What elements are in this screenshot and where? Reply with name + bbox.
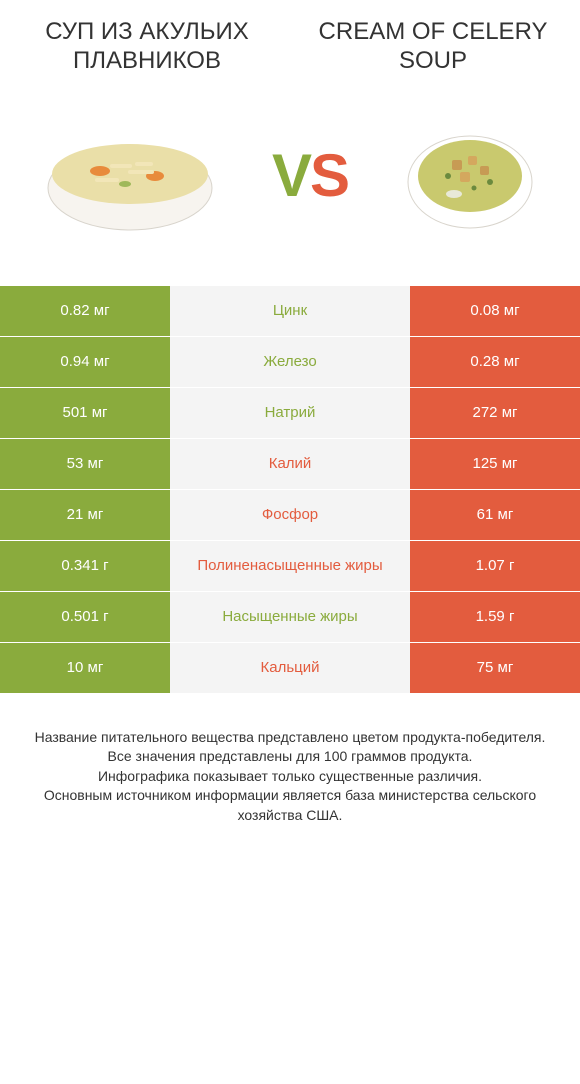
nutrient-label: Полиненасыщенные жиры xyxy=(170,541,410,591)
right-value: 75 мг xyxy=(410,643,580,693)
nutrient-label: Железо xyxy=(170,337,410,387)
table-row: 21 мгФосфор61 мг xyxy=(0,490,580,540)
footer-line-1: Название питательного вещества представл… xyxy=(20,728,560,748)
left-value: 501 мг xyxy=(0,388,170,438)
table-row: 0.501 гНасыщенные жиры1.59 г xyxy=(0,592,580,642)
nutrient-label: Калий xyxy=(170,439,410,489)
left-product-title: СУП ИЗ АКУЛЬИХ ПЛАВНИКОВ xyxy=(30,18,264,76)
nutrient-label: Цинк xyxy=(170,286,410,336)
table-row: 10 мгКальций75 мг xyxy=(0,643,580,693)
right-value: 125 мг xyxy=(410,439,580,489)
left-value: 0.341 г xyxy=(0,541,170,591)
right-value: 0.28 мг xyxy=(410,337,580,387)
vs-label: VS xyxy=(272,141,348,210)
left-value: 0.82 мг xyxy=(0,286,170,336)
left-value: 0.501 г xyxy=(0,592,170,642)
left-value: 0.94 мг xyxy=(0,337,170,387)
left-value: 10 мг xyxy=(0,643,170,693)
left-product-image xyxy=(40,116,220,236)
right-value: 61 мг xyxy=(410,490,580,540)
left-value: 21 мг xyxy=(0,490,170,540)
nutrient-label: Насыщенные жиры xyxy=(170,592,410,642)
nutrient-label: Натрий xyxy=(170,388,410,438)
right-value: 1.59 г xyxy=(410,592,580,642)
vs-s: S xyxy=(310,142,348,209)
table-row: 0.94 мгЖелезо0.28 мг xyxy=(0,337,580,387)
footer-line-2: Все значения представлены для 100 граммо… xyxy=(20,747,560,767)
table-row: 0.82 мгЦинк0.08 мг xyxy=(0,286,580,336)
nutrient-label: Кальций xyxy=(170,643,410,693)
table-row: 53 мгКалий125 мг xyxy=(0,439,580,489)
footer-line-3: Инфографика показывает только существенн… xyxy=(20,767,560,787)
footer-line-4: Основным источником информации является … xyxy=(20,786,560,825)
right-value: 272 мг xyxy=(410,388,580,438)
right-product-title: CREAM OF CELERY SOUP xyxy=(316,18,550,76)
right-value: 1.07 г xyxy=(410,541,580,591)
right-product-image xyxy=(400,116,540,236)
footer-notes: Название питательного вещества представл… xyxy=(0,694,580,826)
table-row: 0.341 гПолиненасыщенные жиры1.07 г xyxy=(0,541,580,591)
table-row: 501 мгНатрий272 мг xyxy=(0,388,580,438)
images-row: VS xyxy=(0,86,580,246)
right-value: 0.08 мг xyxy=(410,286,580,336)
header: СУП ИЗ АКУЛЬИХ ПЛАВНИКОВ CREAM OF CELERY… xyxy=(0,0,580,86)
left-value: 53 мг xyxy=(0,439,170,489)
vs-v: V xyxy=(272,142,310,209)
nutrient-label: Фосфор xyxy=(170,490,410,540)
comparison-table: 0.82 мгЦинк0.08 мг0.94 мгЖелезо0.28 мг50… xyxy=(0,286,580,693)
